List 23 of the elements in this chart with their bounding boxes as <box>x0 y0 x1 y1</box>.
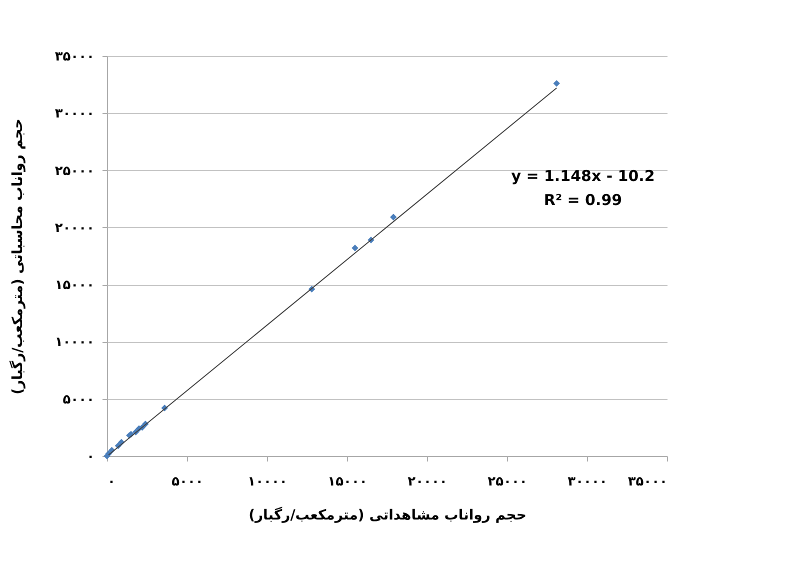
x-tick-label: ۰ <box>108 474 116 490</box>
x-tick-label: ۳۰۰۰۰ <box>568 474 608 490</box>
y-tick-label: ۳۵۰۰۰ <box>54 50 94 64</box>
y-tick-label: ۲۵۰۰۰ <box>54 164 94 179</box>
point <box>390 214 397 220</box>
y-tick-label: ۳۰۰۰۰ <box>54 106 94 122</box>
annotation: y = 1.148x - 10.2 <box>511 167 655 185</box>
x-tick-label: ۱۵۰۰۰ <box>328 474 368 490</box>
point <box>553 80 560 87</box>
y-axis-title: حجم رواناب محاسباتی (مترمکعب/رگبار) <box>8 118 26 394</box>
y-tick-label: ۲۰۰۰۰ <box>54 220 94 236</box>
x-tick-label: ۵۰۰۰ <box>172 474 204 490</box>
x-tick-label: ۳۵۰۰۰ <box>628 474 668 490</box>
y-tick-label: ۵۰۰۰ <box>62 392 94 408</box>
x-tick-label: ۱۰۰۰۰ <box>248 474 288 490</box>
y-tick-label: ۰ <box>86 450 94 464</box>
y-tick-label: ۱۵۰۰۰ <box>54 278 94 294</box>
x-tick-label: ۲۰۰۰۰ <box>408 474 448 490</box>
x-axis-title: حجم رواناب مشاهداتی (مترمکعب/رگبار) <box>248 506 526 524</box>
y-tick-label: ۱۰۰۰۰ <box>54 335 94 350</box>
x-tick-label: ۲۵۰۰۰ <box>488 474 528 490</box>
annotation: R² = 0.99 <box>544 191 622 209</box>
point <box>352 244 358 252</box>
